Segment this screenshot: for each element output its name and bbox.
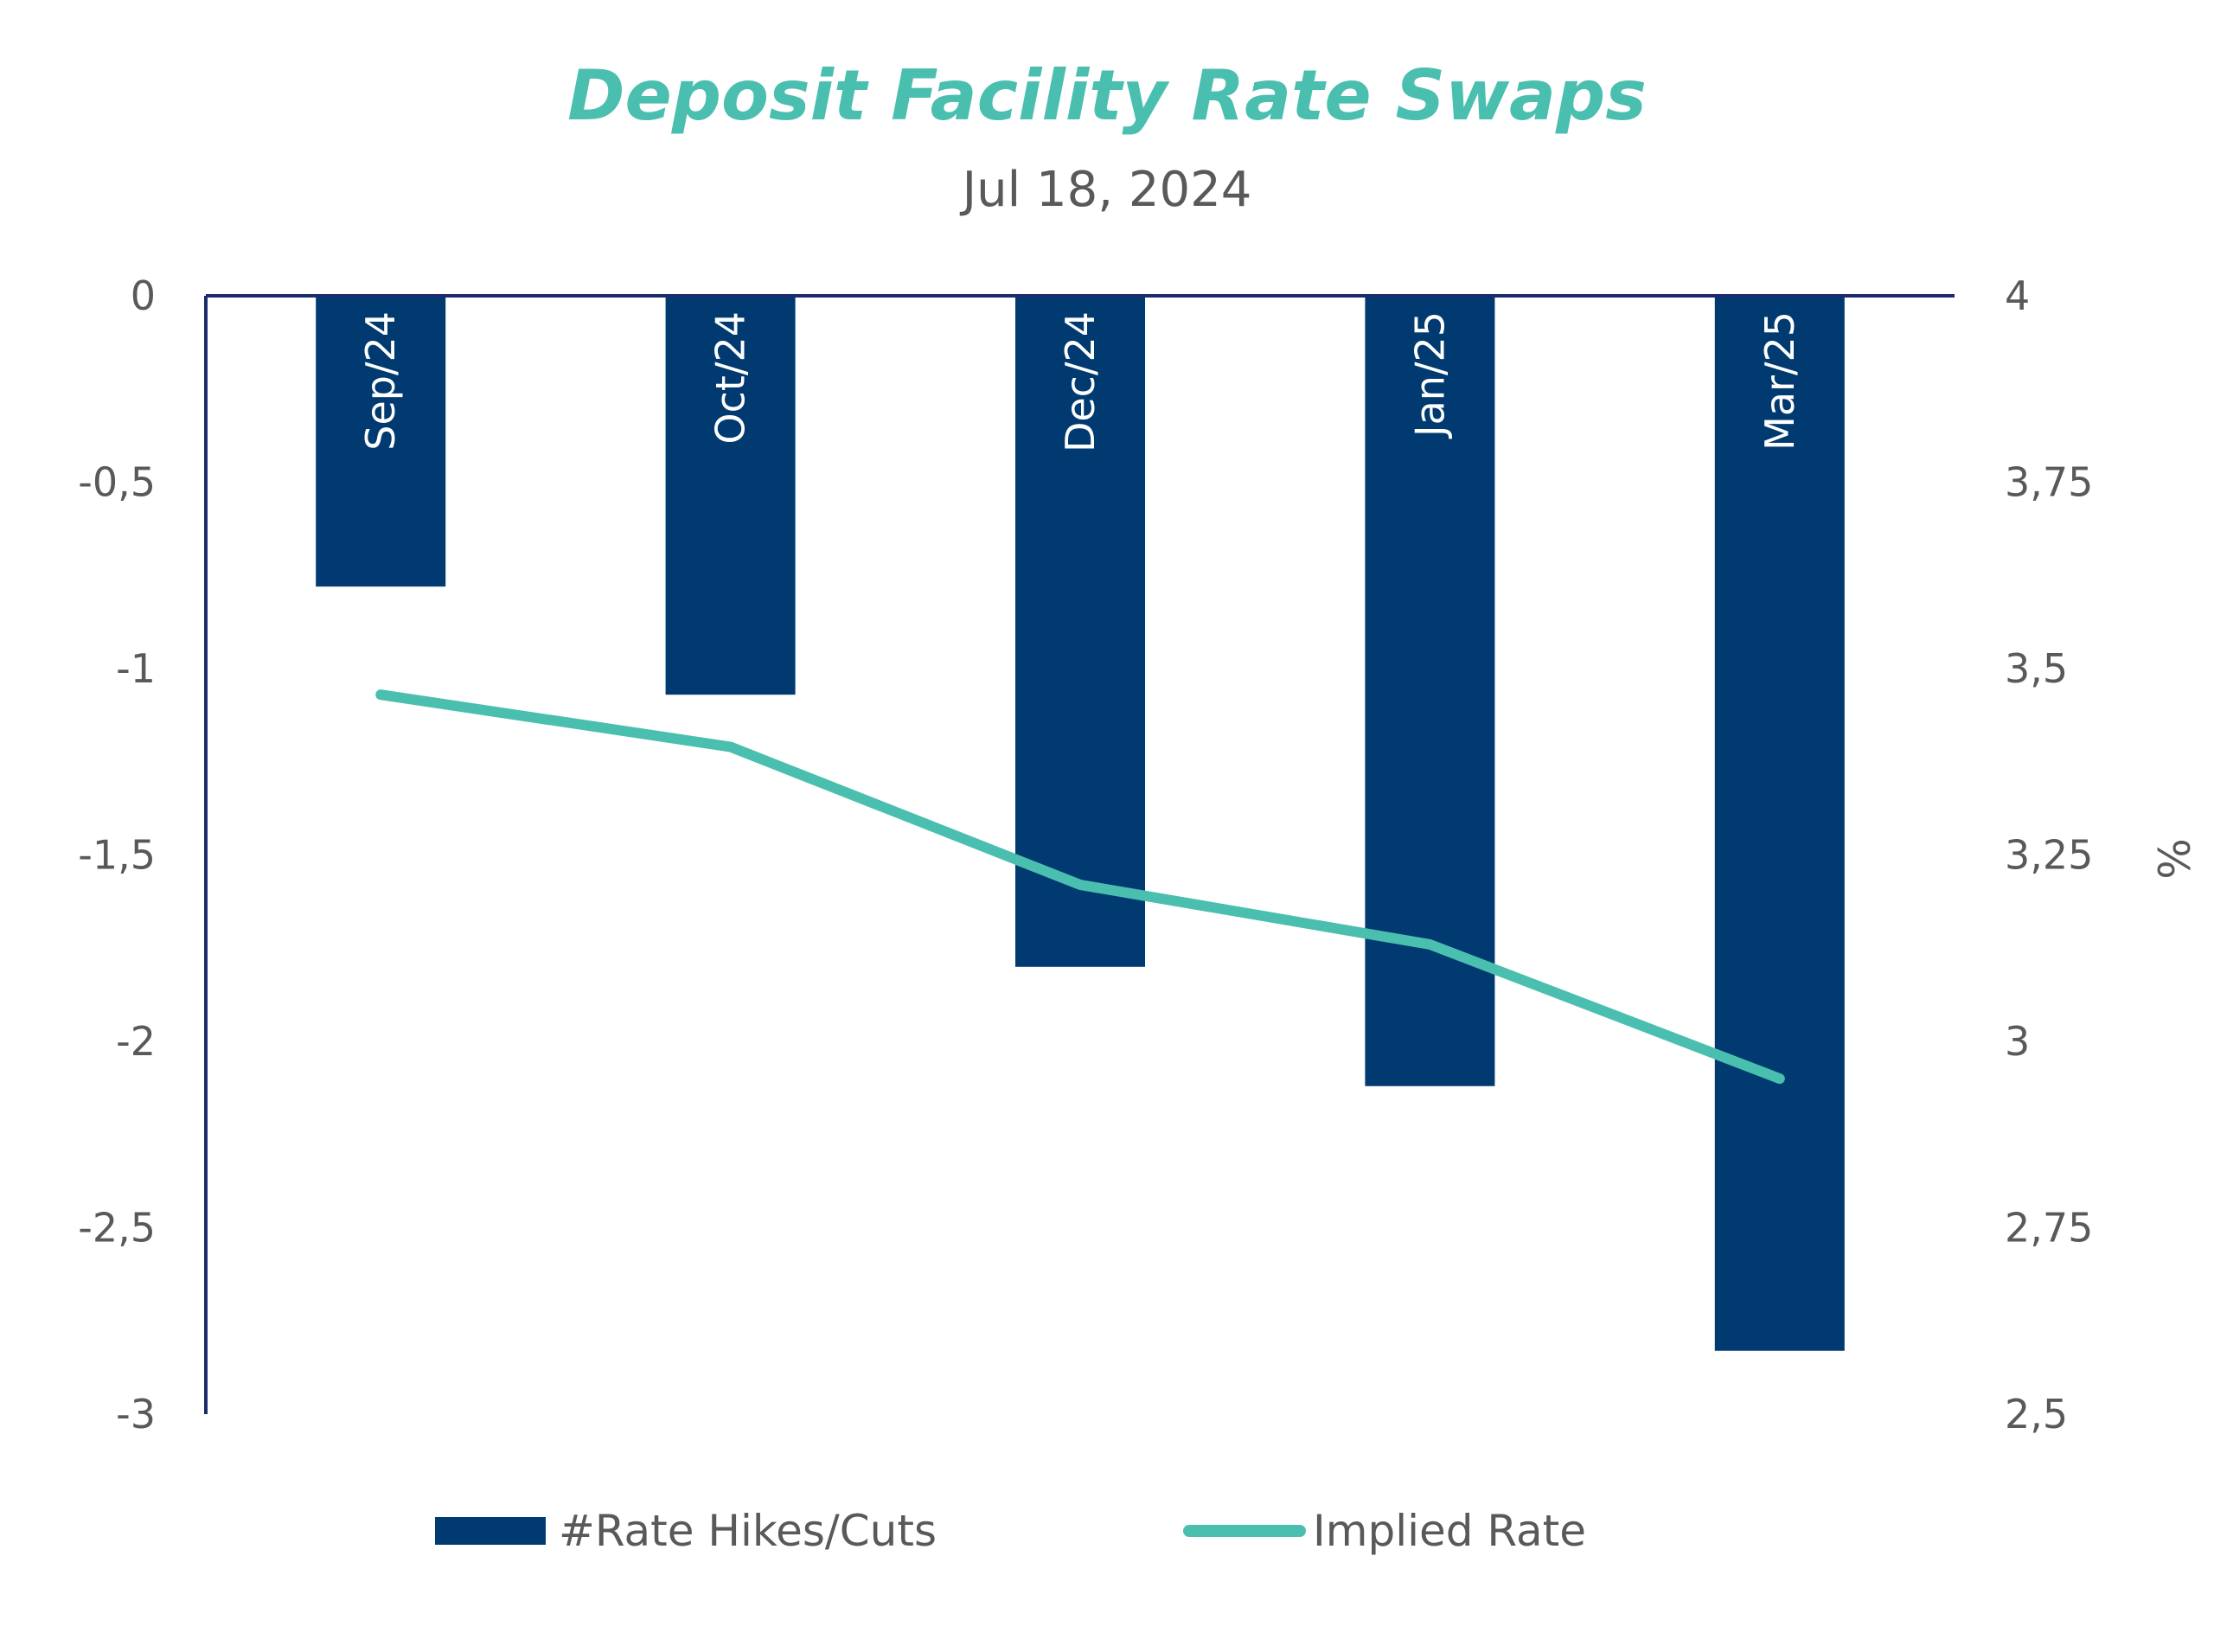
- bar-label-mar-25: Mar/25: [1756, 311, 1803, 451]
- left-tick-label: -2,5: [78, 1205, 156, 1252]
- bar-label-dec-24: Dec/24: [1057, 311, 1104, 452]
- left-tick-label: 0: [131, 272, 156, 319]
- left-tick-label: -1: [116, 645, 156, 692]
- left-tick-label: -1,5: [78, 832, 156, 879]
- bars-layer: [316, 296, 1845, 1351]
- left-axis-ticks: 0 -0,5 -1 -1,5 -2 -2,5 -3: [78, 272, 156, 1437]
- chart-title: Deposit Facility Rate Swaps: [567, 55, 1647, 136]
- legend-bar-label: #Rate Hikes/Cuts: [559, 1506, 937, 1556]
- left-tick-label: -3: [116, 1391, 156, 1437]
- bar-dec-24: [1015, 296, 1145, 967]
- right-tick-label: 3,75: [2005, 459, 2093, 506]
- bar-sep-24: [316, 296, 446, 587]
- right-tick-label: 2,5: [2005, 1391, 2068, 1437]
- line-layer: [375, 689, 1785, 1085]
- bar-jan-25: [1365, 296, 1495, 1086]
- bar-labels-layer: Sep/24 Oct/24 Dec/24 Jan/25 Mar/25: [357, 311, 1803, 452]
- right-tick-label: 4: [2005, 272, 2030, 319]
- bar-oct-24: [665, 296, 796, 695]
- right-axis-label: %: [2147, 838, 2198, 880]
- bar-label-jan-25: Jan/25: [1406, 311, 1453, 439]
- right-tick-label: 3: [2005, 1018, 2030, 1065]
- right-tick-label: 3,5: [2005, 645, 2068, 692]
- bar-label-sep-24: Sep/24: [357, 311, 404, 451]
- legend-bar-swatch: [435, 1517, 546, 1545]
- axes-layer: [204, 294, 1955, 1414]
- legend-line-label: Implied Rate: [1313, 1506, 1586, 1556]
- legend: #Rate Hikes/Cuts Implied Rate: [435, 1506, 1586, 1556]
- bar-mar-25: [1714, 296, 1845, 1351]
- right-tick-label: 2,75: [2005, 1205, 2093, 1252]
- left-tick-label: -2: [116, 1018, 156, 1065]
- bar-label-oct-24: Oct/24: [707, 311, 754, 445]
- chart-subtitle: Jul 18, 2024: [960, 162, 1252, 218]
- left-tick-label: -0,5: [78, 459, 156, 506]
- right-tick-label: 3,25: [2005, 832, 2093, 879]
- right-axis-ticks: 4 3,75 3,5 3,25 3 2,75 2,5: [2005, 272, 2093, 1437]
